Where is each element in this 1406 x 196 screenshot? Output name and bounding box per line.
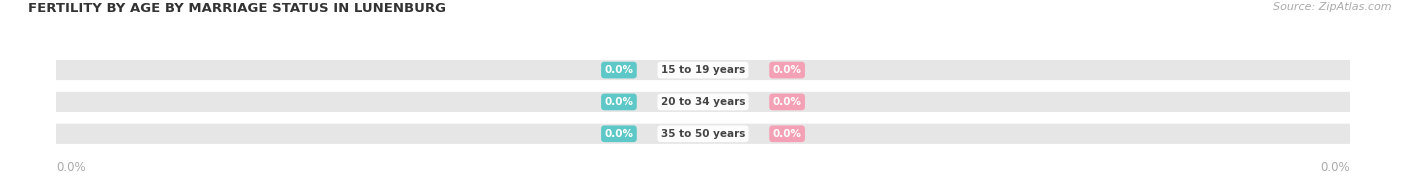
Text: 35 to 50 years: 35 to 50 years xyxy=(661,129,745,139)
Text: 0.0%: 0.0% xyxy=(772,65,801,75)
Text: 0.0%: 0.0% xyxy=(772,97,801,107)
Text: 20 to 34 years: 20 to 34 years xyxy=(661,97,745,107)
FancyBboxPatch shape xyxy=(24,91,1382,113)
FancyBboxPatch shape xyxy=(24,59,1382,82)
Text: 15 to 19 years: 15 to 19 years xyxy=(661,65,745,75)
Text: 0.0%: 0.0% xyxy=(605,129,634,139)
Text: 0.0%: 0.0% xyxy=(772,129,801,139)
Text: 0.0%: 0.0% xyxy=(605,97,634,107)
Text: FERTILITY BY AGE BY MARRIAGE STATUS IN LUNENBURG: FERTILITY BY AGE BY MARRIAGE STATUS IN L… xyxy=(28,2,446,15)
Text: Source: ZipAtlas.com: Source: ZipAtlas.com xyxy=(1274,2,1392,12)
Text: 0.0%: 0.0% xyxy=(56,161,86,174)
Text: 0.0%: 0.0% xyxy=(1320,161,1350,174)
FancyBboxPatch shape xyxy=(24,122,1382,145)
Text: 0.0%: 0.0% xyxy=(605,65,634,75)
